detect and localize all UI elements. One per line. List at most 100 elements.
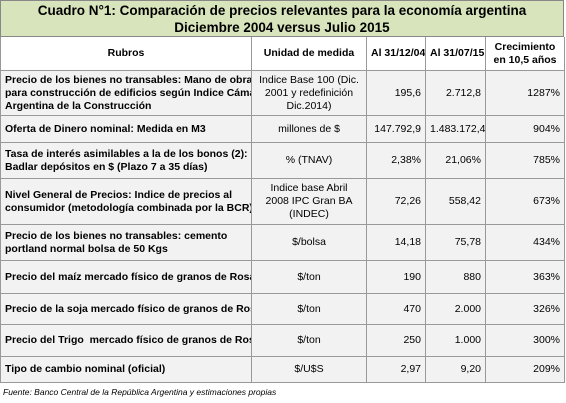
cell-text: portland normal bolsa de 50 Kgs (5, 242, 168, 255)
cell-text: 785% (533, 154, 560, 166)
table-cell: $/U$S (252, 357, 367, 383)
table-cell: $/ton (252, 261, 367, 294)
cell-text: 1287% (527, 86, 560, 99)
table-cell: 300% (486, 325, 565, 357)
table-cell: 1.483.172,4 (426, 116, 486, 143)
table-cell: 21,06% (426, 143, 486, 179)
cell-text: $/ton (297, 302, 321, 315)
cell-text: 9,20 (460, 363, 481, 375)
table-cell: Al 31/07/15 (426, 37, 486, 71)
table-cell: Rubros (0, 37, 252, 71)
cell-text: Argentina de la Construcción (5, 99, 152, 112)
title-line: Diciembre 2004 versus Julio 2015 (174, 20, 390, 35)
cell-text: $/ton (297, 334, 321, 346)
table-cell: 147.792,9 (367, 116, 426, 143)
cell-text: 75,78 (454, 236, 481, 248)
cell-text: Indice base Abril (270, 182, 348, 194)
cell-text: 904% (533, 122, 560, 135)
table-cell: $/ton (252, 325, 367, 357)
table-cell: 250 (367, 325, 426, 357)
table-cell: Precio del maíz mercado físico de granos… (0, 261, 252, 294)
table-cell: 434% (486, 225, 565, 261)
table-cell: 880 (426, 261, 486, 294)
cell-text: 190 (403, 270, 421, 283)
table-cell: 9,20 (426, 357, 486, 383)
cell-text: 558,42 (448, 195, 481, 207)
table-cell: 2.000 (426, 294, 486, 325)
cell-text: 470 (403, 302, 421, 315)
cell-text: 2.000 (454, 302, 481, 315)
cell-text: 2,38% (391, 154, 421, 166)
table-cell: 673% (486, 179, 565, 225)
cell-text: 147.792,9 (374, 122, 421, 135)
cell-text: Rubros (107, 47, 145, 59)
cell-text: Tipo de cambio nominal (oficial) (5, 363, 166, 375)
table-cell: % (TNAV) (252, 143, 367, 179)
cell-text: Al 31/12/04 (371, 47, 426, 59)
cell-text: Precio de la soja mercado físico de gran… (5, 302, 252, 315)
cell-text: 1.483.172,4 (430, 122, 486, 135)
table-cell: 785% (486, 143, 565, 179)
cell-text: Nivel General de Precios: Indice de prec… (5, 188, 233, 201)
cell-text: Precio de los bienes no transables: Mano… (5, 73, 252, 86)
cell-text: 326% (533, 302, 560, 315)
cell-text: 2,97 (400, 363, 421, 375)
cell-text: 2.712,8 (445, 86, 481, 99)
cell-text: 250 (403, 334, 421, 346)
cell-text: 21,06% (445, 154, 481, 166)
cell-text: $/ton (297, 270, 321, 283)
table-cell: Crecimiento en 10,5 años (486, 37, 565, 71)
cell-text: 300% (533, 334, 560, 346)
table-cell: Precio de los bienes no transables: ceme… (0, 225, 252, 261)
cell-text: % (TNAV) (285, 154, 333, 166)
cell-text: Tasa de interés asimilables a la de los … (5, 147, 248, 160)
table-cell: Oferta de Dinero nominal: Medida en M3 (0, 116, 252, 143)
table-cell: 326% (486, 294, 565, 325)
cell-text: 195,6 (394, 86, 421, 99)
table-cell: 75,78 (426, 225, 486, 261)
table-cell: 558,42 (426, 179, 486, 225)
cell-text: $/U$S (294, 363, 324, 375)
cell-text: 2008 IPC Gran BA (265, 195, 353, 207)
cell-text: Indice Base 100 (Dic. (259, 73, 359, 86)
table-cell: 2,38% (367, 143, 426, 179)
title-line: Cuadro N°1: Comparación de precios relev… (37, 3, 527, 18)
cell-text: 72,26 (394, 195, 421, 207)
title: Cuadro N°1: Comparación de precios relev… (0, 0, 564, 37)
table-cell: Al 31/12/04 (367, 37, 426, 71)
table-cell: Indice base Abril 2008 IPC Gran BA (INDEC) (252, 179, 367, 225)
cell-text: Crecimiento (494, 40, 556, 53)
table-cell: 72,26 (367, 179, 426, 225)
cell-text: 2001 y redefinición (264, 86, 354, 99)
table-cell: Indice Base 100 (Dic. 2001 y redefinición… (252, 71, 367, 116)
table-cell: Precio del Trigo mercado físico de grano… (0, 325, 252, 357)
cell-text: 209% (533, 363, 560, 375)
cell-text: millones de $ (278, 122, 340, 135)
table-cell: Unidad de medida (252, 37, 367, 71)
table-cell: $/bolsa (252, 225, 367, 261)
cell-text: Precio de los bienes no transables: ceme… (5, 229, 228, 242)
table-cell: 363% (486, 261, 565, 294)
table-cell: Precio de los bienes no transables: Mano… (0, 71, 252, 116)
cell-text: Dic.2014) (286, 99, 332, 112)
table-cell: Tasa de interés asimilables a la de los … (0, 143, 252, 179)
table-cell: Nivel General de Precios: Indice de prec… (0, 179, 252, 225)
table-cell: 195,6 (367, 71, 426, 116)
cell-text: para construcción de edificios según Ind… (5, 86, 252, 99)
cell-text: Precio del Trigo mercado físico de grano… (5, 334, 252, 346)
cell-text: Unidad de medida (263, 47, 355, 59)
table-cell: 190 (367, 261, 426, 294)
cell-text: 363% (533, 270, 560, 283)
table-cell: 470 (367, 294, 426, 325)
table-cell: 2.712,8 (426, 71, 486, 116)
cell-text: 434% (533, 236, 560, 248)
cell-text: Oferta de Dinero nominal: Medida en M3 (5, 122, 206, 135)
table-cell: 209% (486, 357, 565, 383)
table-cell: 904% (486, 116, 565, 143)
source-note: Fuente: Banco Central de la República Ar… (3, 387, 277, 397)
table-cell: 1287% (486, 71, 565, 116)
cell-text: 14,18 (394, 236, 421, 248)
cell-text: consumidor (metodología combinada por la… (5, 201, 252, 214)
cell-text: Al 31/07/15 (430, 47, 485, 59)
cell-text: Badlar depósitos en $ (Plazo 7 a 35 días… (5, 160, 208, 173)
